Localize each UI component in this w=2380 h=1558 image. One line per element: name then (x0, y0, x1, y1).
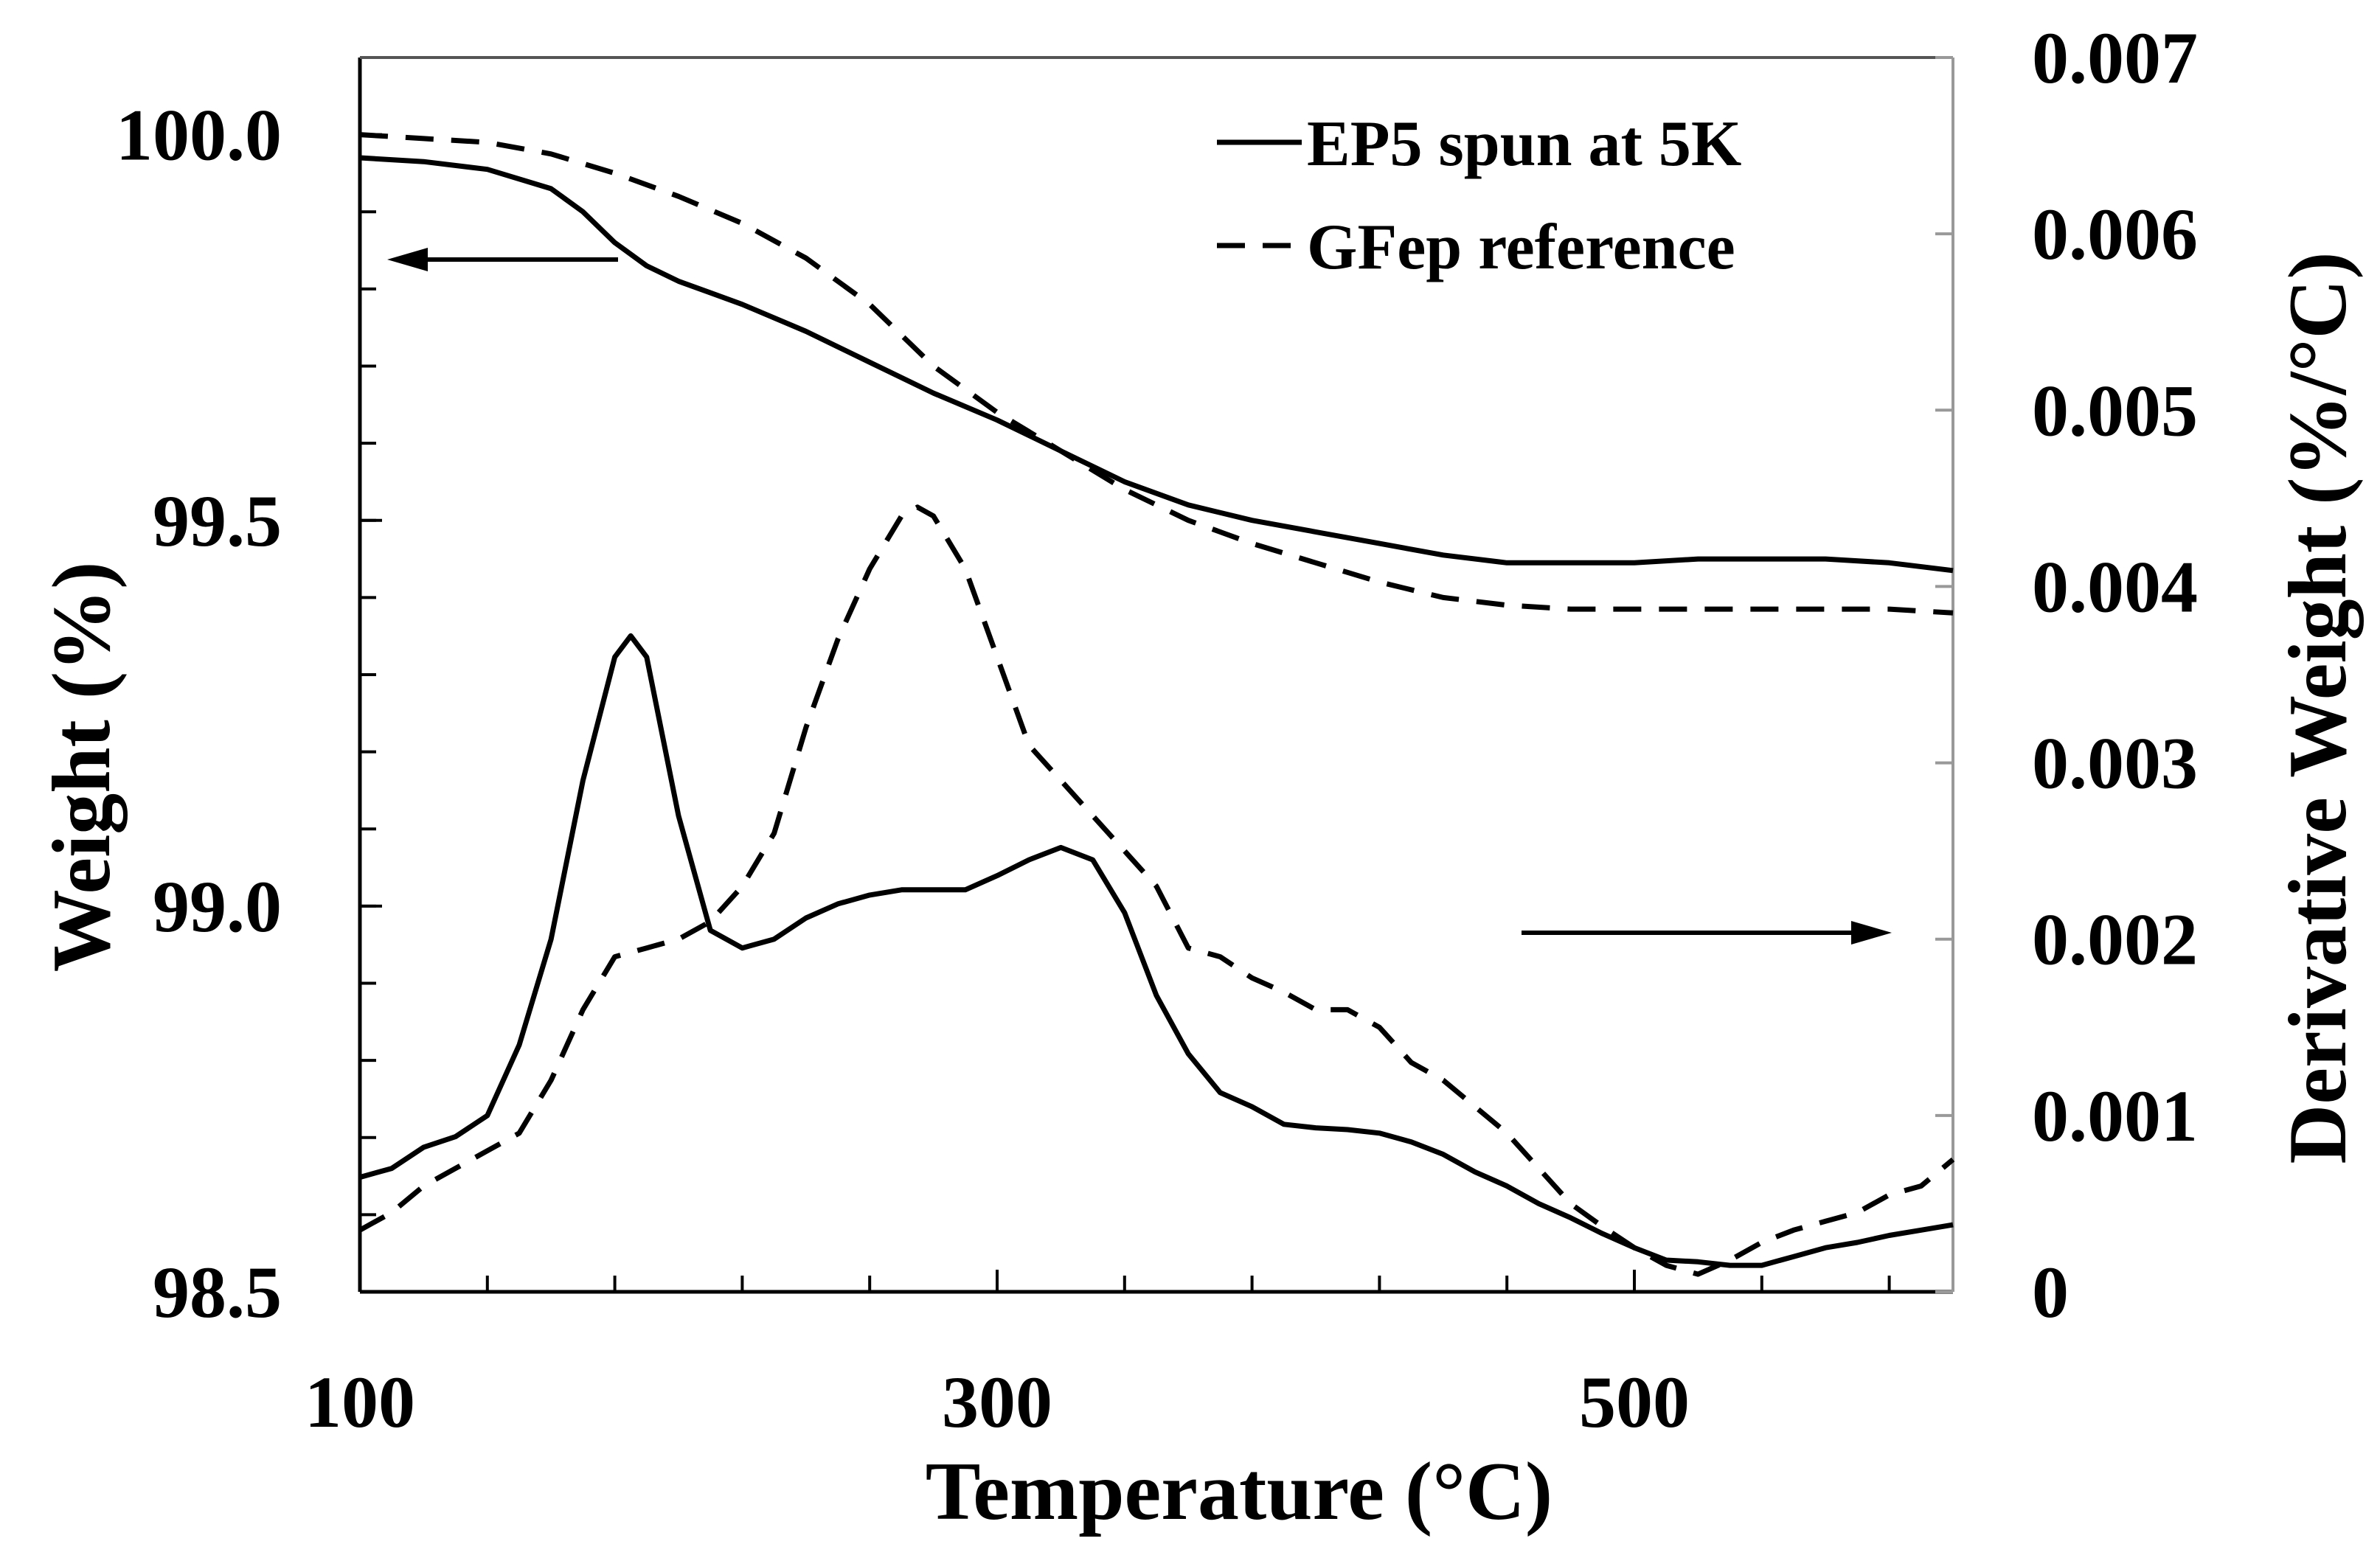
y2-tick-label: 0.004 (2032, 546, 2198, 627)
ticks-group: 100 300 500 98.5 99.0 99.5 100.0 0 0.001 0.002 0.0… (116, 17, 2198, 1443)
derivative-line-gfep-reference (358, 504, 1955, 1277)
y-tick-label: 100.0 (116, 94, 282, 176)
weight-line-gfep-reference (359, 132, 1954, 616)
y2-tick-label: 0.005 (2032, 369, 2198, 451)
y2-axis-title: Derivative Weight (%/°C) (2272, 251, 2364, 1164)
legend-label: EP5 spun at 5K (1307, 108, 1741, 180)
x-tick-label: 100 (305, 1361, 415, 1443)
derivative-line-ep5-spun-5k (359, 633, 1954, 1268)
x-axis-title: Temperature (°C) (926, 1446, 1552, 1537)
y2-tick-label: 0.003 (2032, 723, 2198, 804)
series-group (358, 132, 1955, 1277)
x-tick-label: 300 (942, 1361, 1052, 1443)
y-tick-label: 99.0 (153, 866, 282, 947)
legend-label: GFep reference (1307, 212, 1735, 283)
y-tick-label: 98.5 (153, 1251, 282, 1333)
y-tick-label: 99.5 (153, 480, 282, 562)
y2-tick-label: 0 (2032, 1251, 2069, 1333)
y-axis-title: Weight (%) (36, 562, 128, 973)
x-tick-label: 500 (1579, 1361, 1690, 1443)
y2-tick-label: 0.001 (2032, 1075, 2198, 1157)
left-axis-arrow-head (387, 248, 428, 271)
y2-tick-label: 0.007 (2032, 17, 2198, 99)
right-axis-arrow-head (1851, 921, 1892, 945)
legend: EP5 spun at 5K GFep reference (1217, 108, 1741, 283)
y2-tick-label: 0.006 (2032, 193, 2198, 275)
y2-tick-label: 0.002 (2032, 899, 2198, 981)
axis-arrows (387, 248, 1892, 945)
